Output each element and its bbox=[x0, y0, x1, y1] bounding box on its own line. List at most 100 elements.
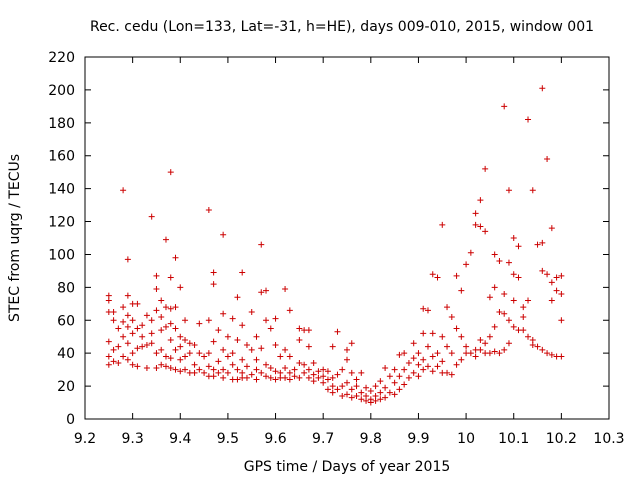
data-point bbox=[310, 371, 317, 378]
data-point bbox=[544, 271, 551, 278]
data-point bbox=[296, 337, 303, 344]
data-point bbox=[172, 366, 179, 373]
data-point bbox=[491, 348, 498, 355]
data-point bbox=[320, 379, 327, 386]
data-point bbox=[396, 351, 403, 358]
data-point bbox=[424, 343, 431, 350]
data-point bbox=[267, 374, 274, 381]
data-point bbox=[263, 373, 270, 380]
y-tick-label: 160 bbox=[48, 149, 75, 165]
data-point bbox=[534, 343, 541, 350]
data-point bbox=[234, 294, 241, 301]
data-point bbox=[205, 317, 212, 324]
data-point bbox=[434, 363, 441, 370]
data-point bbox=[129, 361, 136, 368]
data-point bbox=[272, 341, 279, 348]
data-point bbox=[420, 366, 427, 373]
data-point bbox=[215, 327, 222, 334]
data-point bbox=[320, 366, 327, 373]
data-point bbox=[382, 364, 389, 371]
data-point bbox=[382, 394, 389, 401]
data-point bbox=[201, 369, 208, 376]
data-point bbox=[205, 350, 212, 357]
plot-area-frame bbox=[84, 56, 610, 420]
data-point bbox=[448, 313, 455, 320]
data-point bbox=[491, 251, 498, 258]
data-point bbox=[401, 381, 408, 388]
data-point bbox=[329, 389, 336, 396]
data-point bbox=[134, 325, 141, 332]
data-point bbox=[120, 187, 127, 194]
data-point bbox=[477, 346, 484, 353]
data-point bbox=[115, 343, 122, 350]
data-point bbox=[248, 346, 255, 353]
data-point bbox=[396, 373, 403, 380]
data-point bbox=[372, 397, 379, 404]
data-point bbox=[258, 289, 265, 296]
data-point bbox=[420, 305, 427, 312]
data-point bbox=[510, 297, 517, 304]
y-tick-label: 20 bbox=[57, 379, 75, 395]
data-point bbox=[167, 320, 174, 327]
data-point bbox=[405, 374, 412, 381]
data-point bbox=[239, 269, 246, 276]
x-tick-label: 9.4 bbox=[169, 431, 191, 447]
data-point bbox=[558, 353, 565, 360]
data-point bbox=[296, 374, 303, 381]
data-point bbox=[248, 371, 255, 378]
data-point bbox=[177, 284, 184, 291]
data-point bbox=[486, 333, 493, 340]
data-point bbox=[539, 267, 546, 274]
data-point bbox=[315, 374, 322, 381]
y-tick-label: 80 bbox=[57, 280, 75, 296]
data-point bbox=[172, 346, 179, 353]
data-point bbox=[396, 386, 403, 393]
data-point bbox=[415, 373, 422, 380]
data-point bbox=[224, 369, 231, 376]
data-point bbox=[491, 284, 498, 291]
data-point bbox=[482, 228, 489, 235]
data-point bbox=[363, 397, 370, 404]
data-point bbox=[405, 360, 412, 367]
data-point bbox=[129, 350, 136, 357]
data-point bbox=[377, 396, 384, 403]
data-point bbox=[120, 318, 127, 325]
data-point bbox=[148, 330, 155, 337]
data-point bbox=[453, 361, 460, 368]
data-point bbox=[467, 350, 474, 357]
data-point bbox=[139, 333, 146, 340]
data-point bbox=[429, 368, 436, 375]
data-point bbox=[167, 364, 174, 371]
data-point bbox=[129, 330, 136, 337]
data-point bbox=[486, 350, 493, 357]
data-point bbox=[510, 323, 517, 330]
data-point bbox=[501, 346, 508, 353]
data-point bbox=[129, 317, 136, 324]
data-point bbox=[496, 309, 503, 316]
data-point bbox=[320, 373, 327, 380]
data-point bbox=[105, 353, 112, 360]
data-point bbox=[210, 281, 217, 288]
data-point bbox=[510, 271, 517, 278]
data-point bbox=[215, 369, 222, 376]
data-point bbox=[501, 103, 508, 110]
data-point bbox=[525, 333, 532, 340]
data-point bbox=[286, 307, 293, 314]
y-tick-label: 220 bbox=[48, 50, 75, 66]
data-point bbox=[429, 353, 436, 360]
data-point bbox=[239, 356, 246, 363]
data-point bbox=[344, 391, 350, 398]
data-point bbox=[415, 350, 422, 357]
data-point bbox=[491, 323, 498, 330]
data-point bbox=[191, 341, 198, 348]
data-point bbox=[434, 350, 441, 357]
data-point bbox=[272, 315, 279, 322]
data-point bbox=[529, 187, 536, 194]
data-point bbox=[186, 350, 193, 357]
data-point bbox=[367, 399, 374, 406]
data-point bbox=[158, 297, 165, 304]
data-point bbox=[267, 364, 274, 371]
data-point bbox=[301, 361, 308, 368]
data-point bbox=[401, 350, 408, 357]
data-point bbox=[501, 310, 508, 317]
